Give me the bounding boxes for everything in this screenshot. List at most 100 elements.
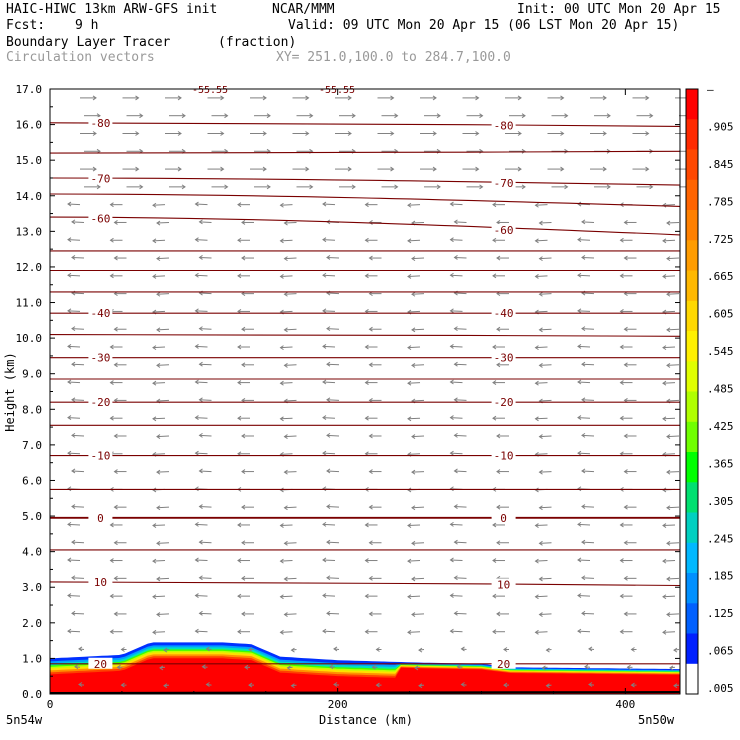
vector-arrow [449, 272, 463, 278]
vector-arrow [545, 683, 552, 689]
vector-arrow [588, 646, 595, 652]
vector-arrow [283, 469, 297, 475]
contour-label-bg [491, 396, 516, 408]
vector-arrow [368, 540, 382, 546]
colorbar-swatch [686, 149, 698, 181]
vector-arrow [505, 166, 522, 172]
contour-line [49, 177, 681, 186]
vector-arrow [368, 469, 382, 474]
contour-label-bg [491, 449, 516, 461]
vector-arrow [368, 504, 382, 510]
vector-arrow [588, 682, 595, 687]
vector-arrow [666, 469, 680, 475]
vector-arrow [322, 201, 336, 207]
vector-arrow [666, 540, 680, 546]
vector-arrow [165, 131, 182, 136]
vector-arrow [666, 220, 680, 226]
forecast-label: Fcst: [6, 18, 46, 33]
vector-arrow [411, 291, 425, 297]
contour-label: -30 [90, 352, 110, 365]
vector-arrow [194, 237, 208, 243]
vector-arrow [368, 611, 382, 617]
vector-arrow [205, 646, 212, 652]
vector-arrow [581, 539, 595, 545]
vector-arrow [339, 184, 356, 190]
vector-arrow [241, 611, 254, 617]
vector-arrow [623, 611, 637, 617]
vector-arrow [211, 184, 229, 190]
colorbar-swatch [686, 331, 698, 362]
vector-arrow [241, 362, 254, 368]
vector-arrow [632, 95, 650, 101]
vector-arrow [577, 415, 591, 421]
y-tick-label: 8.0 [22, 403, 42, 416]
contour-label: 20 [94, 658, 107, 671]
vector-arrow [466, 113, 484, 119]
vector-arrow [205, 682, 212, 687]
colorbar-swatch [686, 179, 698, 211]
contour-annotation: -55.55 [319, 85, 355, 96]
vector-arrow [492, 380, 505, 386]
colorbar-label: .125 [707, 607, 734, 620]
vector-arrow [67, 593, 81, 598]
vector-arrow [279, 629, 293, 635]
vector-arrow [283, 505, 297, 511]
x-tick-label: 400 [615, 698, 635, 711]
vector-arrow [449, 343, 463, 349]
vector-arrow [116, 664, 123, 670]
vector-arrow [492, 415, 505, 421]
vector-arrow [496, 611, 509, 617]
forecast-hour: 9 h [75, 18, 99, 33]
vector-arrow [207, 95, 225, 101]
contour-label-bg [491, 307, 516, 319]
vector-arrow [538, 291, 552, 297]
vector-arrow [424, 184, 441, 190]
y-axis: 0.0 1.0 2.0 3.0 4.0 5.0 6.0 7.0 8.0 9.0 10.0 11.0 12… [16, 83, 680, 701]
colorbar-label: .725 [707, 233, 734, 246]
vector-arrow [453, 468, 467, 474]
vector-arrow [241, 504, 254, 510]
vector-arrow [666, 291, 680, 297]
contour-label-bg [491, 511, 516, 523]
vector-arrow [623, 220, 637, 225]
vector-arrow [368, 326, 382, 332]
vector-arrow [156, 434, 170, 440]
vector-arrow [496, 540, 509, 546]
vector-arrow [538, 540, 552, 546]
vector-arrow [662, 487, 676, 493]
vector-arrow [364, 202, 378, 208]
vector-arrow [237, 558, 250, 563]
vector-arrow [279, 345, 293, 351]
vector-arrow [453, 504, 467, 509]
y-tick-label: 6.0 [22, 474, 42, 487]
vector-arrow [534, 416, 548, 422]
y-tick-label: 14.0 [16, 190, 43, 203]
vector-arrow [368, 255, 382, 261]
vector-arrow [198, 539, 212, 545]
vector-arrow [126, 184, 144, 190]
vector-arrow [636, 113, 654, 119]
y-tick-label: 10.0 [16, 332, 43, 345]
vector-arrow [152, 487, 166, 493]
vector-arrow [254, 184, 271, 190]
vector-arrow [377, 166, 395, 172]
vector-arrow [577, 557, 591, 563]
vector-arrow [194, 379, 208, 385]
vector-arrow [322, 593, 336, 598]
vector-arrow [547, 131, 565, 136]
contour-label: -70 [494, 177, 514, 190]
vector-arrow [619, 237, 633, 243]
vector-arrow [194, 201, 208, 207]
model-title: HAIC-HIWC 13km ARW-GFS init [6, 2, 218, 17]
contour-label: 0 [97, 512, 104, 525]
vector-arrow [71, 610, 85, 616]
vector-arrow [424, 113, 441, 119]
vector-arrow [496, 220, 509, 225]
vector-arrow [623, 255, 637, 261]
vector-arrow [632, 166, 650, 172]
vector-arrow [113, 575, 127, 581]
vector-arrow [538, 220, 552, 226]
vector-arrow [662, 629, 676, 635]
vector-arrow [407, 238, 421, 244]
colorbar-swatch [686, 663, 698, 695]
